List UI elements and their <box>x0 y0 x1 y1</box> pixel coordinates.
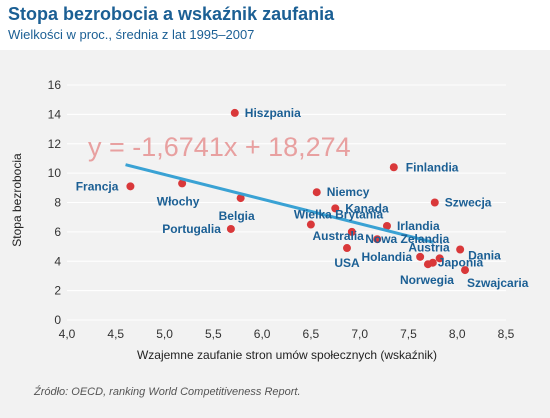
point-label: Irlandia <box>397 219 440 233</box>
data-point <box>312 188 321 197</box>
x-tick-label: 8,5 <box>498 327 515 341</box>
data-point <box>342 244 351 253</box>
point-label: Nowa Zelandia <box>365 232 449 246</box>
x-tick-label: 5,0 <box>156 327 173 341</box>
source-note: Źródło: OECD, ranking World Competitiven… <box>34 386 301 398</box>
point-label: Włochy <box>157 194 200 208</box>
trendline-equation: y = -1,6741x + 18,274 <box>88 132 351 162</box>
point-label: Holandia <box>361 250 412 264</box>
data-point <box>178 179 187 188</box>
x-tick-label: 7,0 <box>351 327 368 341</box>
point-label: Portugalia <box>162 222 221 236</box>
data-points <box>126 108 470 275</box>
trendline-segment <box>125 163 434 244</box>
data-point <box>416 252 425 261</box>
point-label: Niemcy <box>327 185 370 199</box>
point-label: Australia <box>313 229 365 243</box>
point-label: USA <box>334 256 360 270</box>
x-tick-label: 4,5 <box>107 327 124 341</box>
y-tick-label: 4 <box>54 254 61 268</box>
data-point <box>236 194 245 203</box>
point-label: Szwecja <box>445 196 492 210</box>
y-tick-label: 14 <box>48 107 62 121</box>
y-tick-label: 10 <box>48 166 62 180</box>
data-point <box>435 254 444 263</box>
point-label: Japonia <box>438 256 484 270</box>
x-tick-label: 5,5 <box>205 327 222 341</box>
x-tick-label: 4,0 <box>59 327 76 341</box>
y-tick-label: 6 <box>54 225 61 239</box>
x-tick-label: 6,5 <box>303 327 320 341</box>
point-label: Finlandia <box>406 160 459 174</box>
point-label: Hiszpania <box>245 106 301 120</box>
data-point <box>430 198 439 207</box>
point-label: Szwajcaria <box>467 276 529 290</box>
point-label: Austria <box>408 240 450 254</box>
point-label: Norwegia <box>400 273 454 287</box>
chart-subtitle: Wielkości w proc., średnia z lat 1995–20… <box>8 27 255 42</box>
point-label: Wielka Brytania <box>294 208 384 222</box>
point-label: Belgia <box>219 209 255 223</box>
data-point <box>389 163 398 172</box>
y-tick-label: 0 <box>54 313 61 327</box>
data-point <box>306 220 315 229</box>
x-axis-label: Wzajemne zaufanie stron umów społecznych… <box>137 348 437 362</box>
data-point <box>373 235 382 244</box>
header: Stopa bezrobocia a wskaźnik zaufania Wie… <box>0 0 550 50</box>
trendline <box>125 163 434 244</box>
data-point <box>382 222 391 230</box>
data-point <box>347 227 356 236</box>
y-axis-label: Stopa bezrobocia <box>10 153 24 247</box>
data-point <box>331 204 340 213</box>
y-tick-label: 2 <box>54 284 61 298</box>
data-point <box>423 260 432 269</box>
x-tick-label: 6,0 <box>254 327 271 341</box>
point-label: Francja <box>76 179 119 193</box>
point-label: Kanada <box>345 201 389 215</box>
data-point <box>126 182 135 191</box>
point-label: Dania <box>468 249 501 263</box>
x-tick-label: 8,0 <box>449 327 466 341</box>
chart-title: Stopa bezrobocia a wskaźnik zaufania <box>8 4 335 24</box>
x-tick-label: 7,5 <box>400 327 417 341</box>
data-point <box>461 266 470 275</box>
point-labels: Hiszpania Finlandia Francja Włochy Belgia Nie… <box>76 106 529 290</box>
data-point <box>456 245 465 254</box>
data-point <box>226 224 235 233</box>
data-point <box>230 108 239 117</box>
x-axis-ticks: 4,0 4,5 5,0 5,5 6,0 6,5 7,0 7,5 8,0 8,5 <box>59 327 515 341</box>
y-axis-ticks: 0 2 4 6 8 10 12 14 16 <box>48 78 62 327</box>
y-tick-label: 16 <box>48 78 62 92</box>
y-tick-label: 8 <box>54 196 61 210</box>
y-tick-label: 12 <box>48 137 62 151</box>
